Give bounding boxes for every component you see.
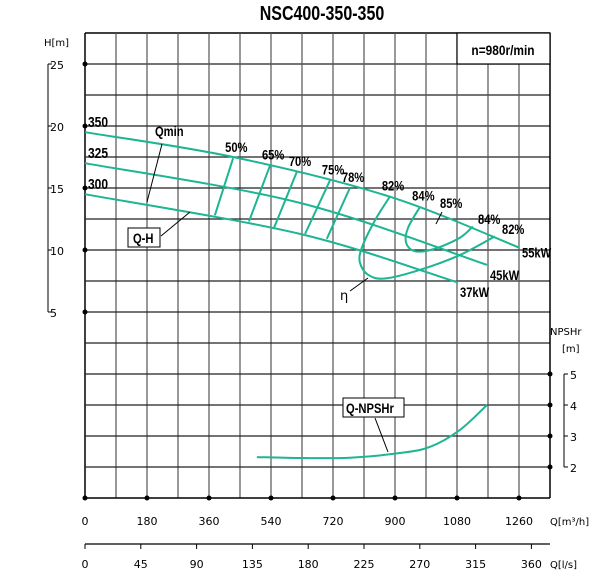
x-tick-label: 180	[137, 515, 158, 528]
y-tick-label: 10	[50, 245, 64, 258]
y-tick-dot	[82, 123, 88, 129]
npshr-curve	[256, 404, 488, 460]
efficiency-line-70%	[273, 171, 298, 229]
npshr-tick-label: 2	[570, 462, 577, 475]
y-axis-label: H[m]	[44, 38, 69, 49]
power-label: 45kW	[490, 268, 519, 283]
x-tick-dot	[454, 495, 460, 501]
npshr-tick-dot	[547, 402, 553, 408]
x-tick-dot	[392, 495, 398, 501]
npshr-axis-unit: [m]	[562, 344, 580, 355]
eta-label: η	[340, 289, 348, 304]
y-tick-label: 25	[50, 59, 64, 72]
efficiency-line-78%	[325, 187, 351, 240]
peak-leader	[435, 211, 443, 225]
x2-axis-label: Q[l/s]	[550, 560, 577, 571]
efficiency-label: 84%	[412, 188, 434, 203]
x-tick-label: 720	[323, 515, 344, 528]
x2-tick-label: 0	[82, 558, 89, 571]
efficiency-label: 70%	[289, 154, 311, 169]
npshr-tick-dot	[547, 464, 553, 470]
efficiency-line-65%	[248, 165, 271, 222]
efficiency-line-50%	[213, 157, 235, 216]
y-tick-dot	[82, 247, 88, 253]
impeller-diameter-label: 325	[88, 145, 108, 162]
y-tick-label: 15	[50, 183, 64, 196]
efficiency-label: 82%	[382, 179, 404, 194]
efficiency-line-84%	[404, 206, 474, 253]
x-tick-label: 900	[385, 515, 406, 528]
efficiency-label: 75%	[322, 162, 344, 177]
speed-box	[456, 32, 551, 65]
efficiency-line-82%	[358, 196, 496, 280]
peak-efficiency-label: 85%	[440, 196, 462, 211]
efficiency-label-right: 84%	[478, 212, 500, 227]
x2-tick-label: 90	[190, 558, 204, 571]
x-tick-label: 0	[82, 515, 89, 528]
x-tick-label: 1260	[505, 515, 533, 528]
x2-tick-label: 180	[298, 558, 319, 571]
eta-leader	[349, 277, 369, 292]
qh-box	[127, 227, 161, 248]
npshr-tick-label: 5	[570, 369, 577, 382]
efficiency-label: 50%	[225, 140, 247, 155]
npshr-leader	[374, 417, 389, 453]
x-tick-label: 1080	[443, 515, 471, 528]
head-curve-300	[84, 193, 458, 284]
impeller-diameter-label: 300	[88, 176, 108, 193]
x-tick-dot	[82, 495, 88, 501]
npshr-tick-dot	[547, 433, 553, 439]
x-tick-dot	[330, 495, 336, 501]
npshr-tick-label: 4	[570, 400, 577, 413]
y-tick-dot	[82, 309, 88, 315]
x-tick-dot	[516, 495, 522, 501]
power-label: 37kW	[460, 285, 489, 300]
head-curve-325	[84, 162, 488, 266]
power-label: 55kW	[522, 245, 551, 260]
y-tick-label: 20	[50, 121, 64, 134]
x-axis-label: Q[m³/h]	[550, 517, 589, 528]
qmin-label: Qmin	[155, 124, 184, 139]
x2-tick-label: 315	[465, 558, 486, 571]
impeller-diameter-label: 350	[88, 114, 108, 131]
qmin-leader	[146, 143, 163, 203]
efficiency-label-right: 82%	[502, 222, 524, 237]
npshr-axis-label: NPSHr	[550, 327, 582, 338]
y-tick-label: 5	[50, 307, 57, 320]
head-curve-350	[84, 131, 520, 249]
y-tick-dot	[82, 61, 88, 67]
x2-tick-label: 225	[354, 558, 375, 571]
chart-title: NSC400-350-350	[260, 2, 385, 24]
x2-tick-label: 360	[521, 558, 542, 571]
efficiency-label: 78%	[342, 170, 364, 185]
npshr-tick-label: 3	[570, 431, 577, 444]
speed-label: n=980r/min	[471, 42, 534, 58]
x-tick-dot	[144, 495, 150, 501]
x-tick-label: 360	[199, 515, 220, 528]
efficiency-label: 65%	[262, 148, 284, 163]
x2-tick-label: 45	[134, 558, 148, 571]
x-tick-dot	[206, 495, 212, 501]
qh-leader	[160, 211, 191, 237]
x-tick-label: 540	[261, 515, 282, 528]
x2-tick-label: 270	[409, 558, 430, 571]
npshr-box	[342, 397, 405, 418]
efficiency-line-75%	[304, 180, 331, 235]
npshr-tick-dot	[547, 371, 553, 377]
npshr-label: Q-NPSHr	[346, 401, 394, 416]
x2-tick-label: 135	[242, 558, 263, 571]
x-tick-dot	[268, 495, 274, 501]
qh-label: Q-H	[133, 231, 153, 246]
y-tick-dot	[82, 185, 88, 191]
